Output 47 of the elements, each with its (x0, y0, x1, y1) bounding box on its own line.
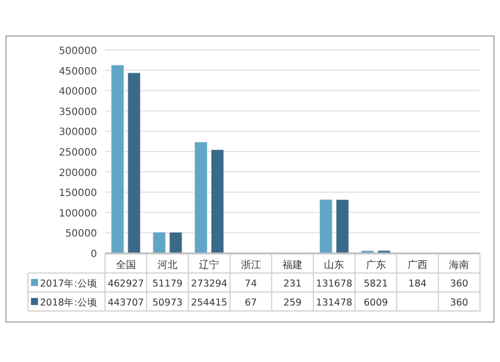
y-tick-label: 450000 (58, 66, 97, 78)
legend-label: 2018年:公顷 (40, 296, 98, 308)
data-label: 184 (408, 278, 427, 290)
data-label: 67 (244, 298, 257, 308)
data-label: 131678 (316, 278, 352, 290)
x-tick-label: 浙江 (240, 259, 261, 271)
bar (169, 232, 182, 254)
y-tick-label: 100000 (58, 208, 97, 220)
y-tick-label: 50000 (65, 228, 97, 240)
data-label: 51179 (152, 278, 183, 290)
y-tick-label: 250000 (58, 148, 97, 158)
data-label: 462927 (108, 278, 144, 290)
y-tick-label: 0 (90, 249, 97, 260)
bar (111, 64, 124, 254)
bar (128, 72, 141, 254)
y-tick-label: 200000 (58, 168, 97, 179)
x-tick-label: 河北 (158, 259, 178, 271)
data-label: 360 (450, 298, 468, 308)
data-label: 131478 (316, 298, 352, 308)
x-tick-label: 辽宁 (199, 259, 220, 271)
data-label: 360 (450, 278, 468, 290)
y-tick-label: 350000 (58, 106, 97, 118)
x-tick-label: 全国 (116, 259, 136, 271)
data-label: 74 (244, 278, 257, 290)
y-tick-label: 400000 (58, 86, 97, 98)
data-label: 254415 (191, 298, 228, 308)
data-label: 273294 (191, 278, 228, 290)
bar (210, 149, 224, 254)
data-label: 50973 (152, 298, 183, 308)
bar (336, 199, 349, 254)
y-tick-label: 300000 (58, 127, 97, 138)
x-tick-label: 山东 (324, 259, 344, 271)
bar (152, 232, 166, 254)
bar (194, 142, 208, 254)
y-tick-label: 500000 (58, 46, 97, 57)
legend-label: 2017年:公顷 (40, 278, 98, 290)
data-label: 259 (283, 298, 302, 308)
data-label: 231 (283, 278, 302, 290)
y-tick-label: 150000 (58, 188, 97, 200)
data-label: 6009 (364, 298, 388, 308)
x-tick-label: 海南 (449, 259, 470, 271)
x-tick-label: 广西 (408, 259, 428, 271)
data-label: 443707 (108, 298, 144, 308)
x-tick-label: 广东 (366, 259, 386, 271)
bar (319, 199, 332, 254)
x-tick-label: 福建 (282, 259, 302, 271)
data-label: 5821 (364, 278, 388, 290)
